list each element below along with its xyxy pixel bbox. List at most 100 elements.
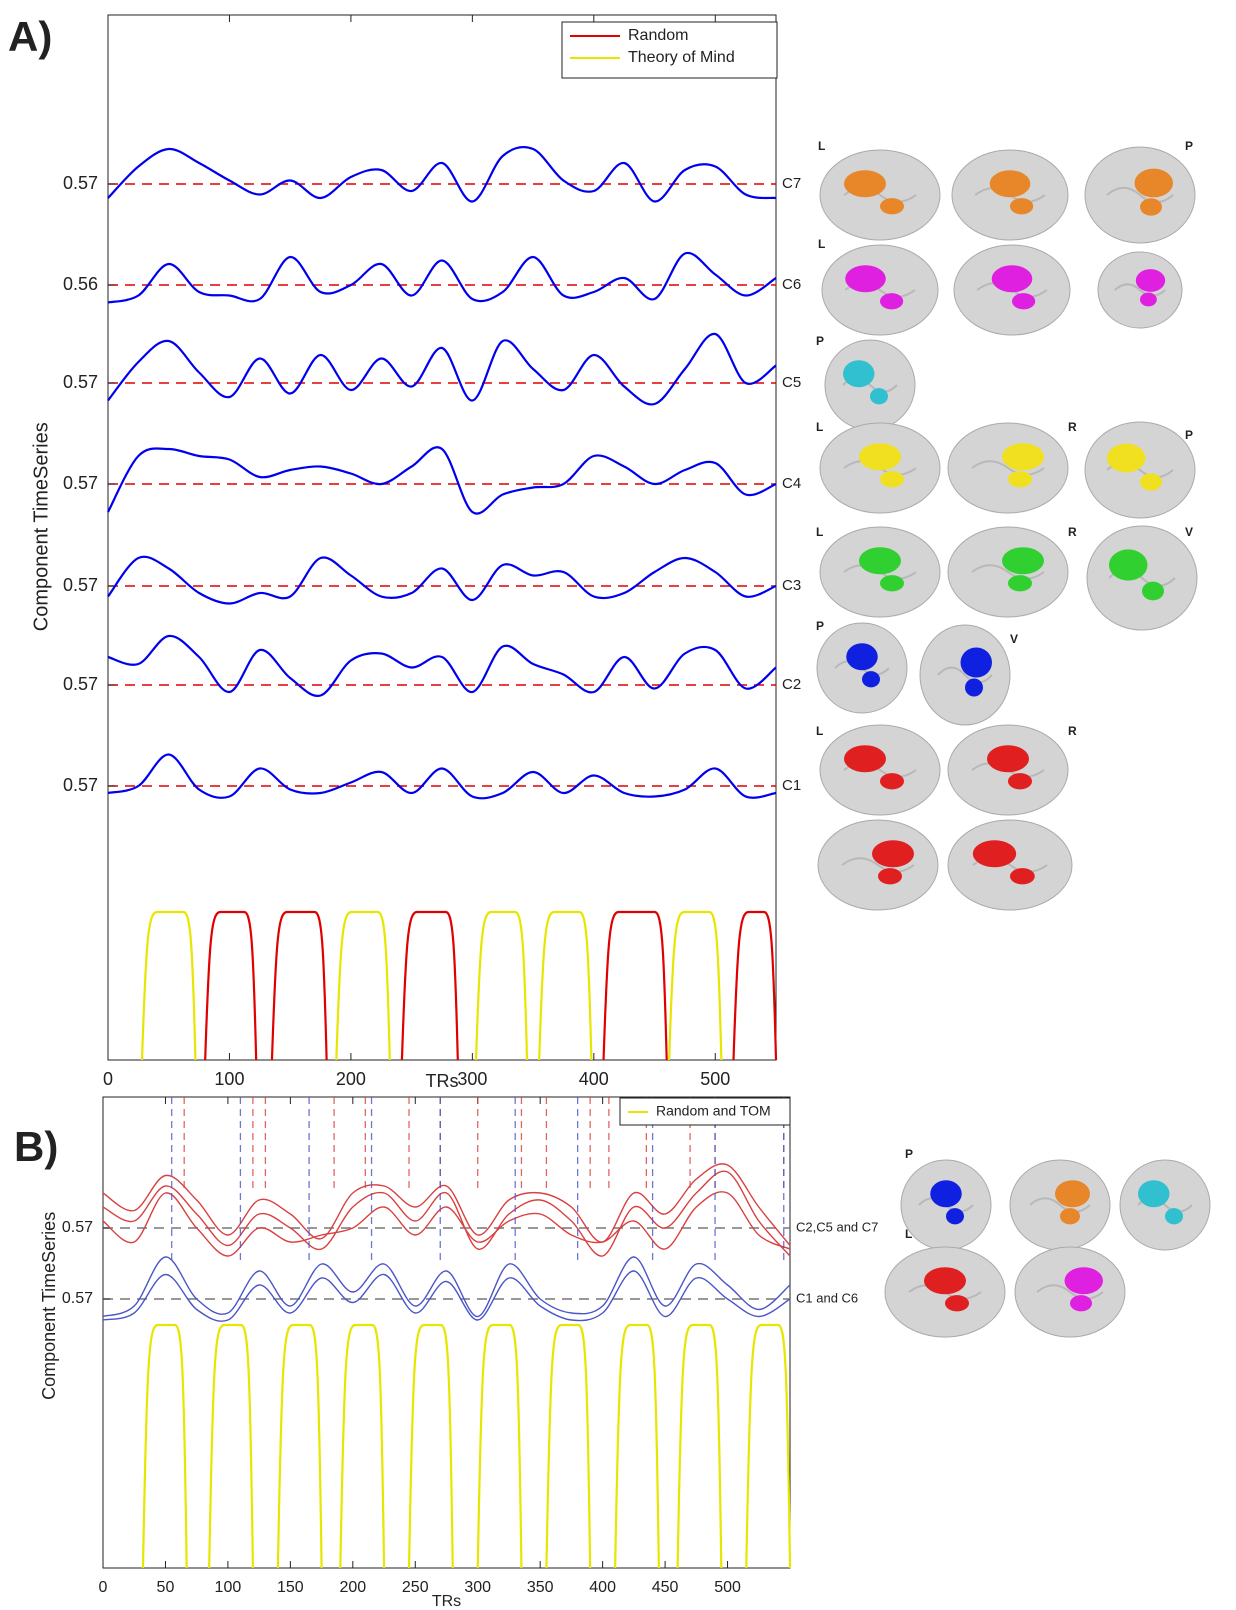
view-letter: R [1068, 724, 1077, 738]
activation-blob [945, 1295, 969, 1312]
row-label: C7 [782, 175, 801, 192]
y-tick-label: 0.57 [63, 575, 98, 595]
brain-sulcus [937, 666, 993, 684]
activation-blob [1140, 473, 1162, 491]
row-label: C6 [782, 276, 801, 293]
activation-blob [1010, 198, 1034, 215]
legend-box [561, 21, 778, 79]
x-tick-label: 200 [339, 1579, 366, 1596]
activation-blob [880, 471, 904, 488]
x-tick-label: 500 [700, 1069, 730, 1089]
task-block [276, 1323, 323, 1569]
activation-blob [1064, 1267, 1103, 1295]
brain-sulcus [971, 460, 1045, 476]
trace-line [107, 446, 777, 515]
x-tick-label: 300 [457, 1069, 487, 1089]
task-block [614, 1323, 660, 1569]
activation-blob [872, 840, 914, 868]
x-axis-label: TRs [426, 1071, 459, 1091]
trace-line [102, 1163, 791, 1246]
y-tick-label: 0.57 [62, 1219, 93, 1236]
row-label: C5 [782, 374, 801, 391]
task-block [208, 1323, 254, 1569]
task-block [676, 1323, 723, 1569]
trace-line [107, 332, 777, 406]
x-tick-label: 300 [464, 1579, 491, 1596]
x-tick-label: 250 [402, 1579, 429, 1596]
view-letter: L [818, 139, 825, 153]
task-block [407, 1323, 454, 1569]
task-block [141, 1323, 188, 1569]
activation-blob [972, 840, 1017, 868]
y-axis-label: Component TimeSeries [39, 1212, 59, 1400]
y-axis-label: Component TimeSeries [30, 422, 52, 631]
brain-sulcus [1106, 186, 1174, 204]
row-label: C3 [782, 577, 801, 594]
trace-line [102, 1191, 791, 1257]
activation-blob [1134, 168, 1173, 198]
activation-blob [1012, 293, 1036, 310]
view-letter: V [1010, 632, 1018, 646]
view-letter: L [816, 420, 823, 434]
view-letter: L [818, 237, 825, 251]
activation-blob [846, 643, 878, 671]
task-block [602, 910, 668, 1061]
trace-line [107, 251, 777, 304]
task-block [339, 1323, 386, 1569]
activation-blob [1135, 269, 1166, 292]
x-axis-label: TRs [432, 1593, 461, 1610]
row-label: C4 [782, 475, 801, 492]
activation-blob [880, 773, 904, 790]
activation-blob [844, 170, 886, 198]
activation-blob [1140, 292, 1157, 307]
activation-blob [965, 678, 983, 697]
task-block [335, 910, 391, 1061]
task-block [732, 910, 778, 1061]
activation-blob [930, 1180, 962, 1208]
x-tick-label: 50 [157, 1579, 175, 1596]
task-block [140, 910, 197, 1061]
row-label: C2,C5 and C7 [796, 1219, 878, 1234]
activation-blob [924, 1267, 966, 1295]
x-tick-label: 150 [277, 1579, 304, 1596]
view-letter: P [816, 619, 824, 633]
activation-blob [862, 671, 880, 688]
task-block [538, 910, 593, 1061]
activation-blob [1107, 443, 1146, 473]
x-tick-label: 500 [714, 1579, 741, 1596]
task-block [474, 910, 529, 1061]
trace-line [107, 555, 777, 605]
activation-blob [1010, 868, 1035, 885]
y-tick-label: 0.57 [63, 674, 98, 694]
activation-blob [1142, 581, 1164, 601]
task-block [204, 910, 258, 1061]
view-letter: P [905, 1147, 913, 1161]
brain-sulcus [1029, 1197, 1091, 1213]
activation-blob [1070, 1295, 1092, 1312]
plot-frame [107, 14, 777, 1061]
view-letter: L [816, 525, 823, 539]
trace-line [107, 146, 777, 203]
x-tick-label: 100 [215, 1579, 242, 1596]
activation-blob [859, 443, 901, 471]
activation-blob [960, 647, 992, 678]
activation-blob [987, 745, 1029, 773]
x-tick-label: 0 [99, 1579, 108, 1596]
activation-blob [1140, 198, 1162, 216]
trace-line [107, 634, 777, 697]
task-block [545, 1323, 592, 1569]
row-label: C2 [782, 676, 801, 693]
view-letter: R [1068, 420, 1077, 434]
trace-line [102, 1170, 791, 1257]
y-tick-label: 0.57 [62, 1290, 93, 1307]
activation-blob [880, 293, 904, 310]
activation-blob [880, 198, 904, 215]
x-tick-label: 350 [527, 1579, 554, 1596]
activation-blob [1138, 1180, 1170, 1208]
brain-sulcus [971, 564, 1045, 580]
plot-frame [102, 1096, 791, 1569]
activation-blob [1002, 547, 1044, 575]
task-block [745, 1323, 792, 1569]
activation-blob [1008, 471, 1032, 488]
